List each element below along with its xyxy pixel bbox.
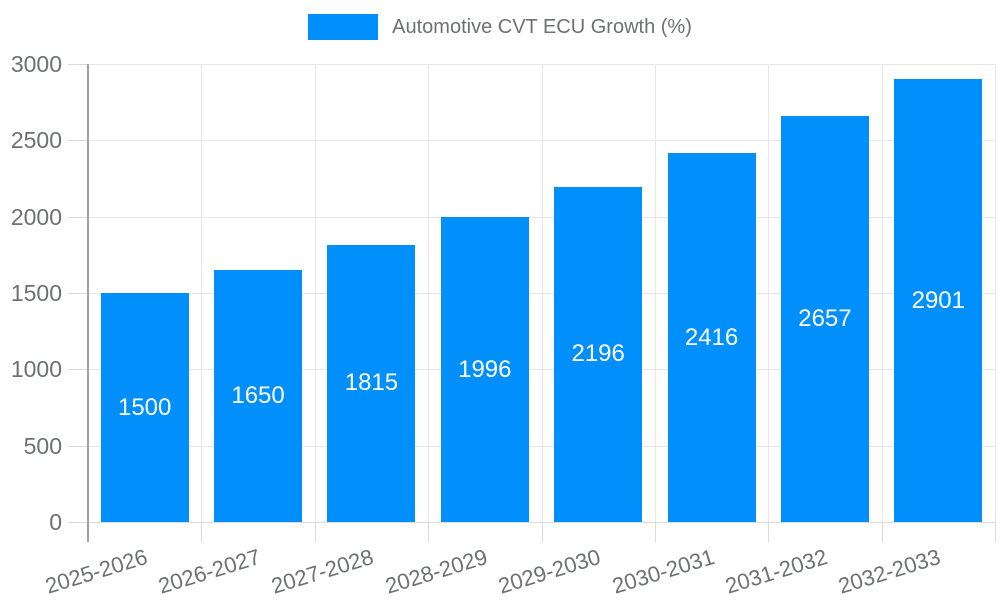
y-axis-tick [68,522,88,523]
bar-value-label: 2657 [798,305,852,333]
x-axis-tick [995,522,996,542]
x-axis-tick [201,522,203,542]
y-tick-label: 500 [23,432,62,459]
bar[interactable] [100,293,189,522]
gridline-v [314,64,316,522]
legend-label: Automotive CVT ECU Growth (%) [392,15,692,38]
gridline-v [881,64,883,522]
chart-legend[interactable]: Automotive CVT ECU Growth (%) [0,14,1000,40]
gridline-v [768,64,770,522]
y-axis-tick [68,140,88,142]
bar[interactable] [440,217,529,522]
bar[interactable] [554,186,643,522]
gridline-v [428,64,430,522]
x-axis-tick [654,522,656,542]
bar[interactable] [327,244,416,522]
bar[interactable] [214,270,303,522]
bar[interactable] [667,153,756,522]
bar-value-label: 2196 [571,340,625,368]
bar-value-label: 2416 [684,323,739,351]
y-axis-tick [68,216,88,218]
bar-value-label: 1996 [458,355,512,383]
y-tick-label: 1500 [10,280,62,306]
x-axis-tick [314,522,316,542]
legend-swatch [308,14,379,40]
y-axis-line [87,64,89,522]
bar-value-label: 2901 [911,286,965,314]
y-axis-tick [68,445,88,447]
gridline-v [995,64,996,522]
x-axis-tick [428,522,430,542]
y-tick-label: 0 [49,509,62,535]
bar[interactable] [894,79,983,522]
bar[interactable] [780,116,869,522]
y-axis-tick [68,293,88,294]
y-tick-label: 2000 [10,203,62,230]
bar-value-label: 1650 [231,382,285,410]
y-tick-label: 1000 [10,356,62,383]
x-axis-tick [87,522,89,542]
x-axis-tick [541,522,543,542]
bar-value-label: 1500 [117,393,172,421]
gridline-v [201,64,203,522]
y-axis-tick [68,64,88,65]
bar-value-label: 1815 [344,369,399,397]
y-tick-label: 3000 [10,51,62,77]
gridline-v [654,64,656,522]
y-tick-label: 2500 [10,127,62,154]
x-axis-tick [881,522,883,542]
gridline-v [541,64,543,522]
x-axis-tick [768,522,770,542]
y-axis-tick [68,369,88,371]
